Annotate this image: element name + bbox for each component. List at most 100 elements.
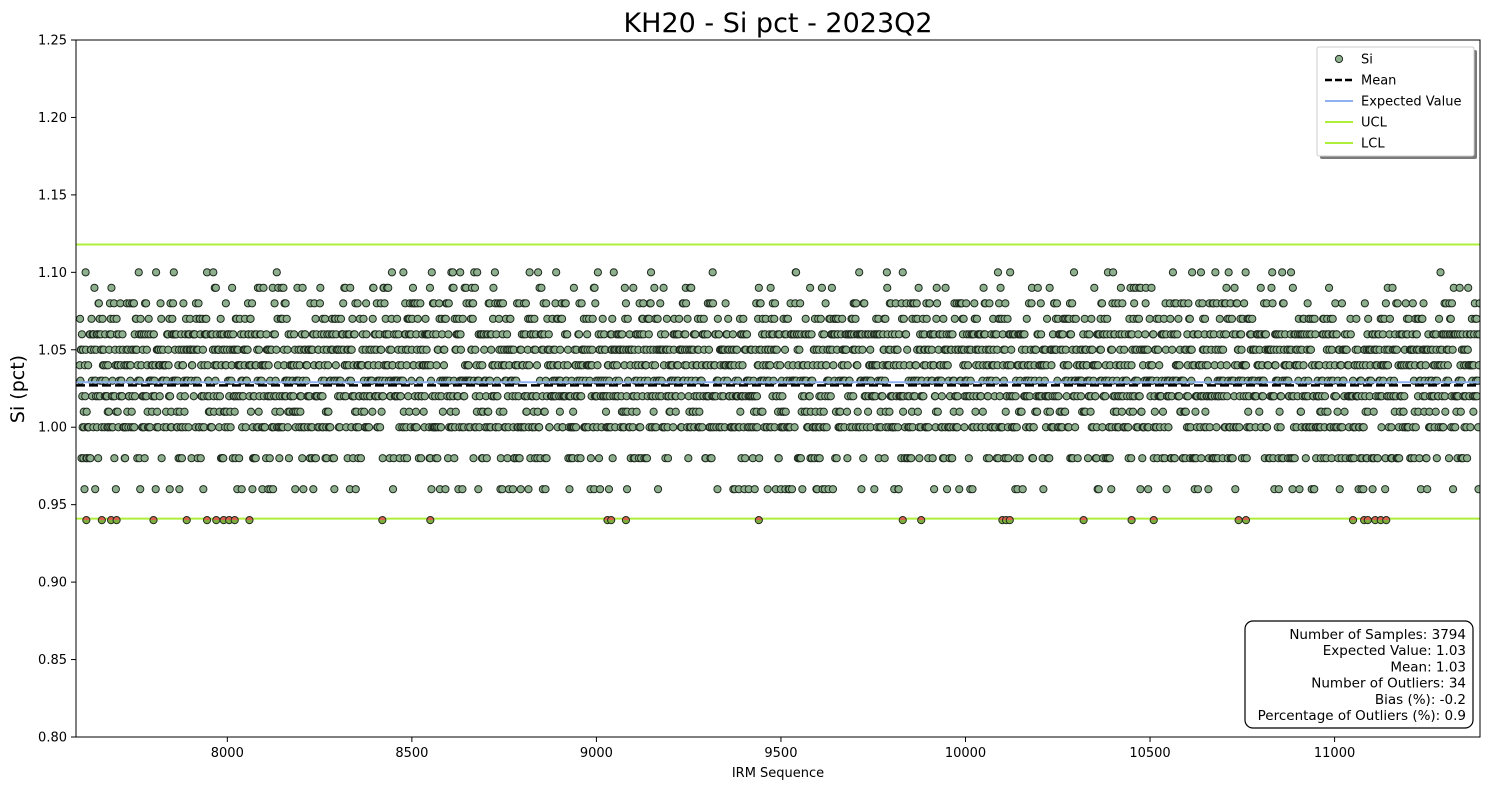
data-point [882,268,891,277]
data-point [650,283,659,292]
plot-inner [76,243,1480,525]
data-point [866,345,875,354]
data-point [858,345,867,354]
data-point [1299,361,1308,370]
data-point [493,392,502,401]
data-point [1338,423,1347,432]
data-point [774,454,783,463]
data-point [535,423,544,432]
data-point [1127,454,1136,463]
data-point [219,454,228,463]
data-point [384,283,393,292]
data-point [842,345,851,354]
y-tick-label: 0.90 [38,576,67,591]
data-point [116,299,125,308]
data-point [450,454,459,463]
legend-label: UCL [1361,116,1388,131]
data-point [870,485,879,494]
data-point [590,283,599,292]
data-point [1071,423,1080,432]
data-point [807,330,816,339]
data-point [609,268,618,277]
data-point [1198,299,1207,308]
data-point [636,423,645,432]
data-point [801,314,810,323]
data-point [646,268,656,277]
data-point [226,423,235,432]
data-point [770,299,780,308]
data-point [1235,423,1244,432]
data-point [983,392,993,401]
data-point [684,454,693,463]
data-point [432,361,441,370]
data-point [1332,330,1341,339]
data-point [955,407,964,416]
y-axis-label: Si (pct) [7,355,29,423]
data-point [899,407,908,416]
data-point [772,345,781,354]
data-point [588,345,597,354]
data-point [1149,330,1158,339]
data-point [860,299,869,308]
data-point [708,299,718,308]
data-point [1222,283,1231,292]
data-point [136,314,145,323]
data-point [1036,299,1045,308]
data-point [1268,268,1277,277]
outlier-point [97,516,106,525]
data-point [1368,485,1377,494]
data-point [1310,314,1319,323]
data-point [681,330,690,339]
legend-label: Expected Value [1361,95,1461,110]
data-point [166,392,175,401]
data-point [1400,392,1409,401]
data-point [682,299,691,308]
data-point [198,345,208,354]
data-point [1029,423,1038,432]
data-point [329,454,339,463]
data-point [741,454,750,463]
data-point [623,314,632,323]
y-tick-label: 1.25 [38,34,67,49]
data-point [577,299,586,308]
data-point [1276,423,1285,432]
data-point [928,454,937,463]
y-tick-label: 1.00 [38,421,67,436]
data-point [235,454,244,463]
data-point [542,454,551,463]
data-point [899,314,908,323]
x-tick-label: 8000 [211,746,244,761]
data-point [1203,361,1212,370]
data-point [368,314,377,323]
data-point [1148,361,1157,370]
data-point [1456,407,1465,416]
data-point [111,485,120,494]
data-point [494,314,504,323]
data-point [1311,330,1320,339]
data-point [118,330,127,339]
y-tick-label: 0.85 [38,653,67,668]
data-point [254,407,263,416]
data-point [852,299,861,308]
data-point [950,314,959,323]
data-point [290,330,299,339]
data-point [199,485,208,494]
data-point [1431,407,1440,416]
data-point [348,314,357,323]
data-point [470,283,480,292]
data-point [960,423,969,432]
data-point [1166,314,1175,323]
x-tick-label: 10500 [1129,746,1170,761]
data-point [489,283,498,292]
data-point [1096,345,1106,354]
data-point [796,454,805,463]
data-point [1022,314,1031,323]
data-point [1328,314,1337,323]
data-point [498,485,507,494]
data-point [1288,283,1297,292]
data-point [525,361,534,370]
data-point [739,314,748,323]
data-point [1080,314,1089,323]
data-point [1337,299,1347,308]
data-point [1360,299,1369,308]
